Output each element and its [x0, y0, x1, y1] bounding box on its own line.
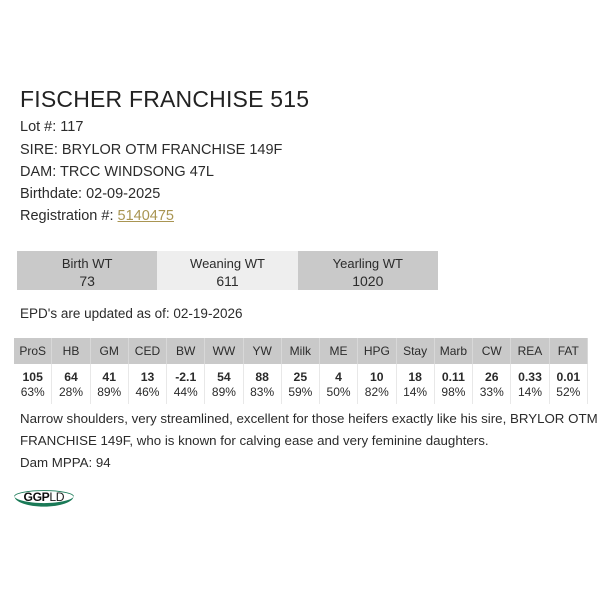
svg-text:GGPLD: GGPLD: [24, 490, 65, 504]
